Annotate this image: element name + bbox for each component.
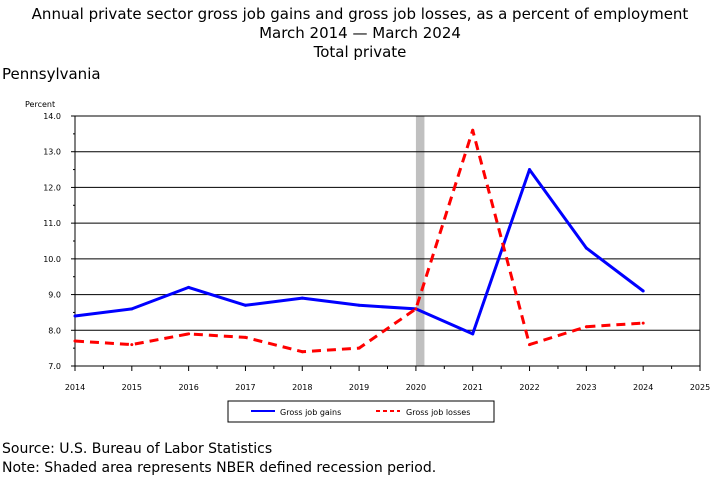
x-tick-label: 2021 bbox=[463, 383, 483, 392]
data-point bbox=[471, 128, 475, 132]
plot-frame bbox=[74, 115, 701, 367]
line-chart: 7.0 8.0 9.0 10.0 11.0 12.0 13.0 14.0 Percent 2014… bbox=[25, 100, 710, 423]
data-point bbox=[584, 246, 588, 250]
recession-note: Note: Shaded area represents NBER define… bbox=[2, 460, 437, 476]
x-tick-label: 2018 bbox=[292, 383, 312, 392]
data-point bbox=[357, 346, 361, 350]
recession-shading bbox=[415, 116, 425, 366]
y-tick-label: 10.0 bbox=[43, 255, 61, 264]
y-tick-label: 8.0 bbox=[48, 326, 61, 335]
series-line-gross-job-losses bbox=[74, 128, 644, 354]
title-line-1: Annual private sector gross job gains an… bbox=[31, 5, 689, 23]
data-point bbox=[528, 343, 532, 347]
data-point bbox=[584, 325, 588, 329]
y-tick-label: 7.0 bbox=[48, 362, 61, 371]
y-tick-label: 12.0 bbox=[43, 183, 61, 192]
x-tick-label: 2025 bbox=[690, 383, 710, 392]
data-point bbox=[357, 303, 361, 307]
data-point bbox=[187, 285, 191, 289]
x-tick-label: 2020 bbox=[406, 383, 426, 392]
y-tick-label: 11.0 bbox=[43, 219, 61, 228]
series-line-gross-job-gains bbox=[74, 168, 645, 336]
data-point bbox=[641, 321, 645, 325]
x-tick-label: 2014 bbox=[65, 383, 85, 392]
region-label: Pennsylvania bbox=[2, 65, 101, 83]
data-point bbox=[130, 307, 134, 311]
y-axis-label: Percent bbox=[25, 100, 55, 109]
legend-box bbox=[227, 400, 495, 423]
data-point bbox=[73, 339, 77, 343]
data-point bbox=[641, 289, 645, 293]
x-tick-label: 2016 bbox=[178, 383, 198, 392]
data-point bbox=[300, 350, 304, 354]
title-line-2: March 2014 — March 2024 bbox=[259, 24, 461, 42]
data-point bbox=[414, 307, 418, 311]
data-point bbox=[471, 332, 475, 336]
chart-title: Annual private sector gross job gains an… bbox=[0, 5, 720, 62]
data-point bbox=[130, 343, 134, 347]
y-tick-label: 9.0 bbox=[48, 291, 61, 300]
x-tick-label: 2015 bbox=[122, 383, 142, 392]
x-tick-label: 2023 bbox=[576, 383, 596, 392]
data-point bbox=[73, 314, 77, 318]
x-tick-label: 2022 bbox=[519, 383, 539, 392]
data-point bbox=[243, 335, 247, 339]
y-tick-label: 14.0 bbox=[43, 112, 61, 121]
y-tick-label: 13.0 bbox=[43, 148, 61, 157]
x-tick-label: 2017 bbox=[235, 383, 255, 392]
legend-label-gross-job-losses: Gross job losses bbox=[406, 408, 470, 417]
title-line-3: Total private bbox=[313, 43, 407, 61]
x-tick-label: 2019 bbox=[349, 383, 369, 392]
legend-label-gross-job-gains: Gross job gains bbox=[280, 408, 341, 417]
data-point bbox=[528, 168, 532, 172]
source-note: Source: U.S. Bureau of Labor Statistics bbox=[2, 441, 273, 457]
x-tick-label: 2024 bbox=[633, 383, 653, 392]
data-point bbox=[300, 296, 304, 300]
data-point bbox=[243, 303, 247, 307]
data-point bbox=[187, 332, 191, 336]
